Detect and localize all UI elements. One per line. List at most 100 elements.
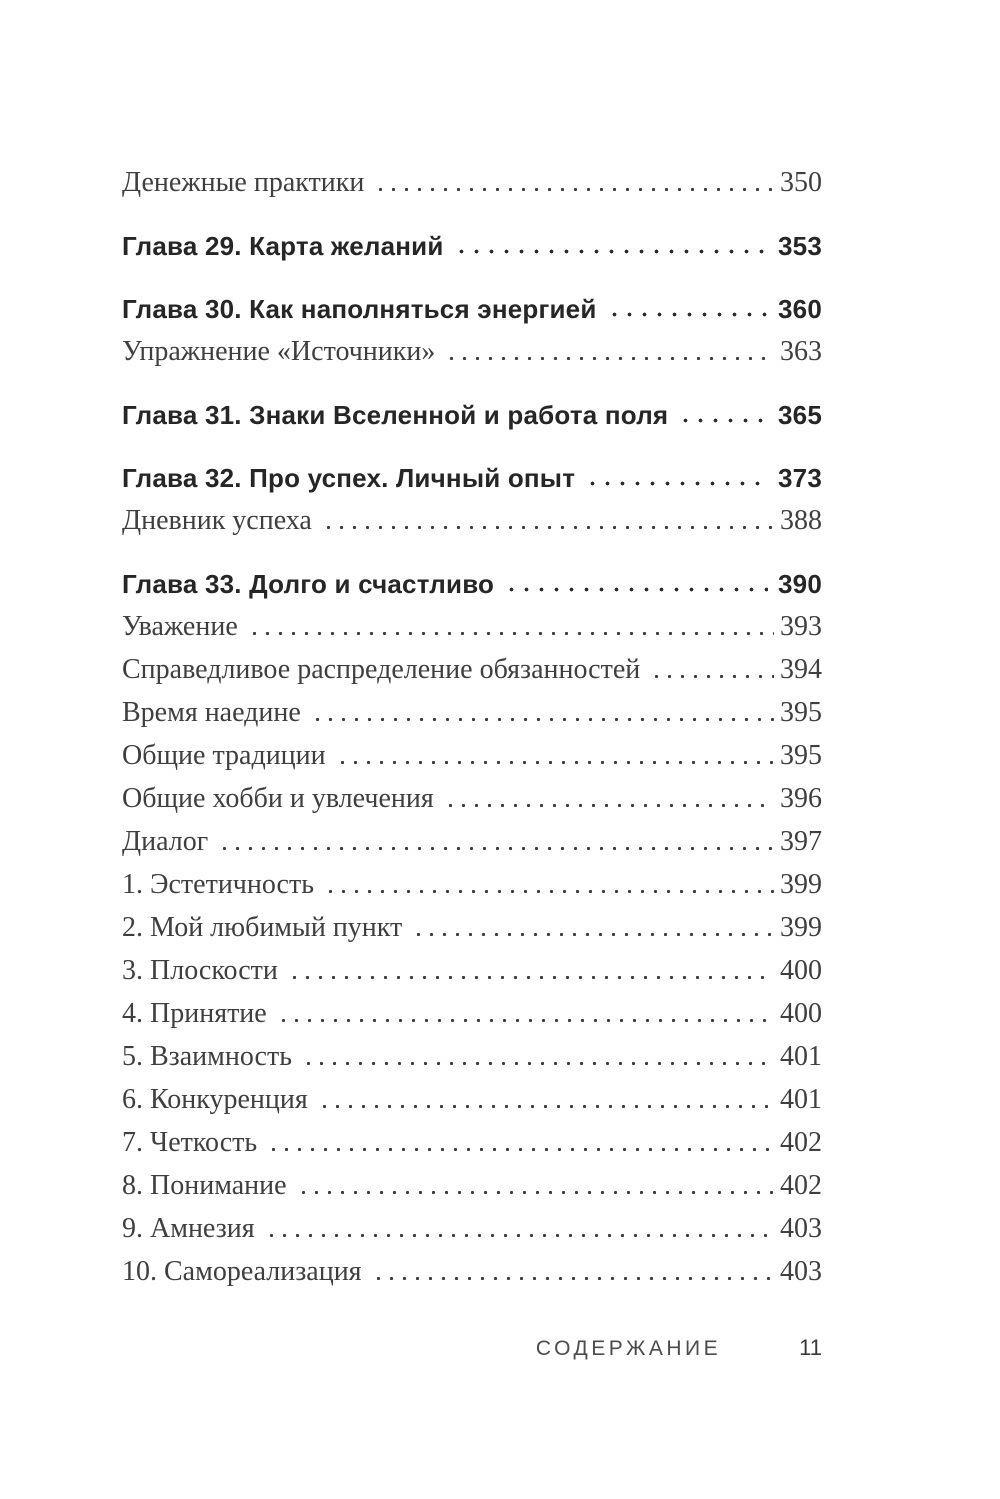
- toc-entry: Упражнение «Источники» 363: [122, 325, 822, 368]
- toc-entry-page: 397: [780, 826, 822, 857]
- toc-entry: Справедливое распределение обязанностей 3…: [122, 643, 822, 686]
- toc-entry: Общие хобби и увлечения 396: [122, 772, 822, 815]
- toc-group: Денежные практики 350: [122, 156, 822, 199]
- toc-entry: 8. Понимание 402: [122, 1159, 822, 1202]
- toc-entry-page: 403: [780, 1256, 822, 1287]
- toc-entry-label: Уважение: [122, 611, 238, 642]
- toc-entry: Уважение 393: [122, 600, 822, 643]
- toc-entry-page: 360: [778, 294, 822, 324]
- dot-leader: [247, 613, 774, 643]
- dot-leader: [445, 338, 774, 368]
- toc-entry-page: 400: [780, 998, 822, 1029]
- toc-entry-label: 2. Мой любимый пункт: [122, 912, 403, 943]
- dot-leader: [296, 1172, 774, 1202]
- toc-entry: 9. Амнезия 403: [122, 1202, 822, 1245]
- toc-entry-label: Дневник успеха: [122, 505, 312, 536]
- toc-entry: 6. Конкуренция 401: [122, 1073, 822, 1116]
- toc-entry-page: 396: [780, 783, 822, 814]
- dot-leader: [321, 507, 774, 537]
- toc-entry-label: Диалог: [122, 826, 209, 857]
- toc-entry-label: 10. Самореализация: [122, 1256, 362, 1287]
- toc-entry-page: 363: [780, 336, 822, 367]
- toc-list: Денежные практики 350 Глава 29. Карта жела…: [122, 156, 822, 1308]
- toc-entry-label: Денежные практики: [122, 167, 365, 198]
- dot-leader: [443, 785, 774, 815]
- dot-leader: [585, 464, 769, 494]
- toc-entry-label: 5. Взаимность: [122, 1041, 292, 1072]
- dot-leader: [453, 232, 769, 262]
- toc-entry-page: 395: [780, 697, 822, 728]
- toc-entry-page: 390: [778, 569, 822, 599]
- toc-entry-chapter: Глава 29. Карта желаний 353: [122, 219, 822, 262]
- toc-entry-chapter: Глава 30. Как наполняться энергией 360: [122, 282, 822, 325]
- toc-entry: 4. Принятие 400: [122, 987, 822, 1030]
- dot-leader: [504, 570, 769, 600]
- toc-entry-page: 365: [778, 400, 822, 430]
- toc-entry-page: 399: [780, 869, 822, 900]
- toc-entry: 10. Самореализация 403: [122, 1245, 822, 1288]
- footer-section-label: СОДЕРЖАНИЕ: [535, 1337, 722, 1360]
- dot-leader: [287, 957, 774, 987]
- toc-entry-label: 4. Принятие: [122, 998, 267, 1029]
- toc-entry-page: 373: [778, 463, 822, 493]
- toc-entry: 7. Четкость 402: [122, 1116, 822, 1159]
- toc-entry-label: Глава 29. Карта желаний: [122, 231, 444, 261]
- dot-leader: [267, 1129, 774, 1159]
- toc-entry-chapter: Глава 32. Про успех. Личный опыт 373: [122, 451, 822, 494]
- toc-entry-label: Глава 33. Долго и счастливо: [122, 569, 495, 599]
- toc-entry: Общие традиции 395: [122, 729, 822, 772]
- toc-entry: 5. Взаимность 401: [122, 1030, 822, 1073]
- toc-entry-page: 401: [780, 1084, 822, 1115]
- toc-entry-label: Общие хобби и увлечения: [122, 783, 434, 814]
- dot-leader: [606, 295, 769, 325]
- toc-entry-label: 7. Четкость: [122, 1127, 258, 1158]
- toc-entry: Время наедине 395: [122, 686, 822, 729]
- toc-entry: Диалог 397: [122, 815, 822, 858]
- dot-leader: [264, 1215, 774, 1245]
- toc-entry-page: 402: [780, 1127, 822, 1158]
- toc-entry-chapter: Глава 31. Знаки Вселенной и работа поля 3…: [122, 388, 822, 431]
- toc-entry: Дневник успеха 388: [122, 494, 822, 537]
- dot-leader: [310, 699, 774, 729]
- dot-leader: [374, 169, 774, 199]
- toc-entry-page: 399: [780, 912, 822, 943]
- toc-entry-page: 350: [780, 167, 822, 198]
- toc-entry-label: 1. Эстетичность: [122, 869, 314, 900]
- toc-entry-label: Глава 31. Знаки Вселенной и работа поля: [122, 400, 669, 430]
- dot-leader: [301, 1043, 774, 1073]
- toc-entry-page: 395: [780, 740, 822, 771]
- dot-leader: [335, 742, 774, 772]
- toc-entry-label: 8. Понимание: [122, 1170, 287, 1201]
- toc-entry: Денежные практики 350: [122, 156, 822, 199]
- footer-page-number: 11: [799, 1335, 822, 1360]
- dot-leader: [324, 871, 774, 901]
- toc-entry: 1. Эстетичность 399: [122, 858, 822, 901]
- toc-entry: 2. Мой любимый пункт 399: [122, 901, 822, 944]
- page-footer: СОДЕРЖАНИЕ 11: [536, 1335, 822, 1361]
- toc-entry-label: Общие традиции: [122, 740, 326, 771]
- toc-entry-page: 388: [780, 505, 822, 536]
- dot-leader: [650, 656, 774, 686]
- toc-entry-label: Глава 30. Как наполняться энергией: [122, 294, 597, 324]
- toc-entry-page: 353: [778, 231, 822, 261]
- dot-leader: [371, 1258, 774, 1288]
- toc-entry-label: Время наедине: [122, 697, 301, 728]
- toc-entry: 3. Плоскости 400: [122, 944, 822, 987]
- toc-group: Глава 30. Как наполняться энергией 360 Упр…: [122, 282, 822, 368]
- dot-leader: [678, 401, 769, 431]
- toc-entry-chapter: Глава 33. Долго и счастливо 390: [122, 557, 822, 600]
- toc-entry-label: Справедливое распределение обязанностей: [122, 654, 641, 685]
- toc-entry-label: Упражнение «Источники»: [122, 336, 436, 367]
- toc-entry-page: 403: [780, 1213, 822, 1244]
- toc-entry-label: Глава 32. Про успех. Личный опыт: [122, 463, 576, 493]
- toc-entry-label: 3. Плоскости: [122, 955, 278, 986]
- dot-leader: [317, 1086, 774, 1116]
- toc-entry-page: 401: [780, 1041, 822, 1072]
- dot-leader: [218, 828, 774, 858]
- toc-entry-page: 400: [780, 955, 822, 986]
- toc-entry-page: 393: [780, 611, 822, 642]
- dot-leader: [276, 1000, 774, 1030]
- toc-group: Глава 29. Карта желаний 353: [122, 219, 822, 262]
- toc-group: Глава 32. Про успех. Личный опыт 373 Дневн…: [122, 451, 822, 537]
